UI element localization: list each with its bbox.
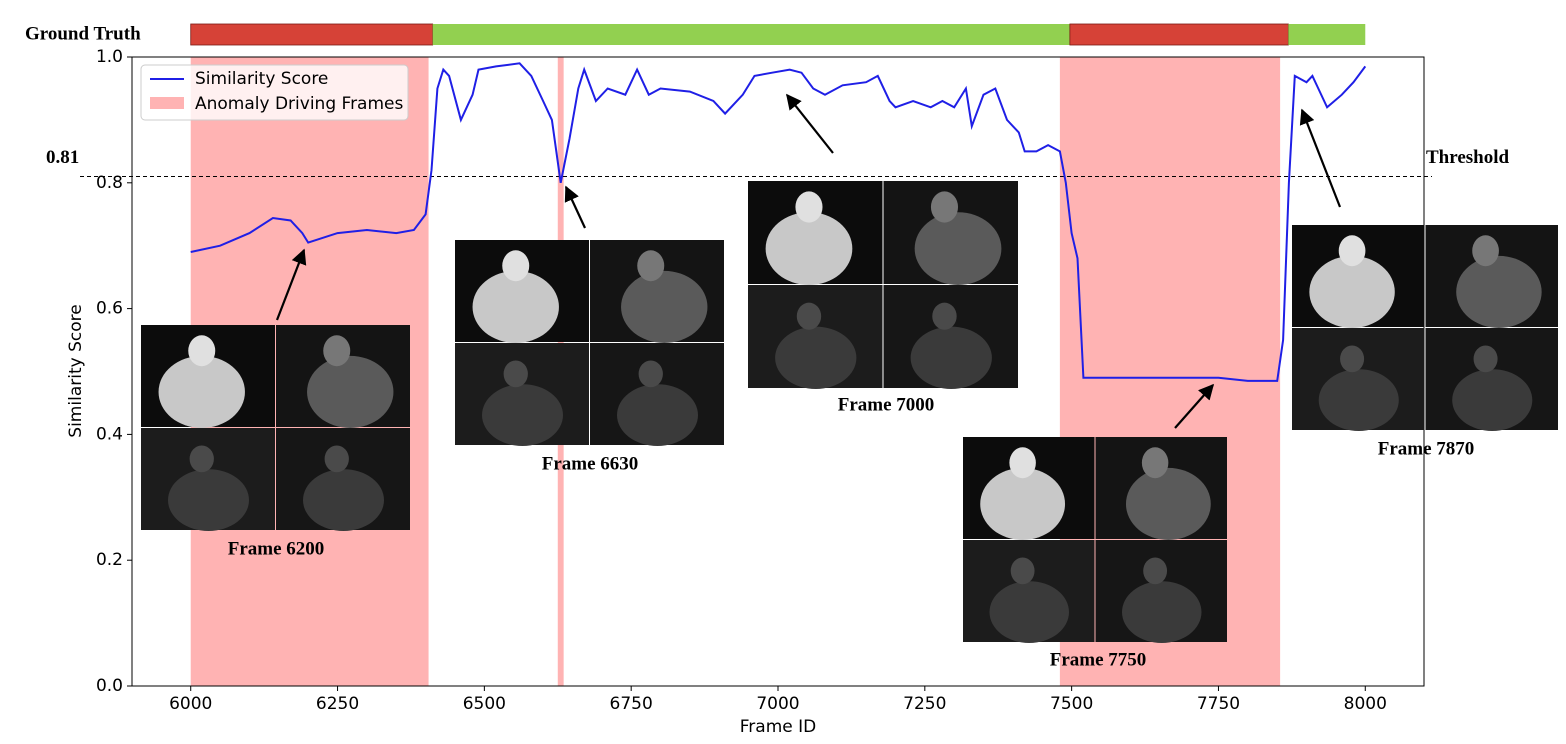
inset-shape	[932, 302, 957, 330]
legend-label: Similarity Score	[195, 69, 328, 89]
y-tick-label: 0.0	[96, 676, 123, 696]
inset-shape	[795, 191, 823, 223]
annotation-arrow	[564, 185, 586, 229]
ground-truth-label: Ground Truth	[25, 23, 141, 44]
frame-inset	[748, 181, 1018, 389]
annotation-arrow	[1174, 383, 1215, 429]
inset-shape	[1318, 369, 1399, 431]
inset-shape	[1472, 235, 1499, 267]
ground-truth-segment	[432, 24, 1070, 45]
inset-shape	[617, 384, 698, 446]
ground-truth-segment	[1288, 24, 1366, 45]
annotation-arrow	[275, 248, 307, 321]
inset-shape	[989, 581, 1069, 643]
similarity-line	[190, 62, 1367, 382]
inset-shape	[307, 355, 394, 429]
inset-shape	[1010, 557, 1035, 585]
frame-inset	[141, 325, 410, 531]
x-tick-label: 7750	[1197, 694, 1240, 714]
inset-shape	[1452, 369, 1533, 431]
threshold-value-label: 0.81	[46, 147, 79, 168]
inset-shape	[980, 467, 1066, 540]
annotation-label: Frame 6630	[542, 453, 639, 474]
x-tick-label: 6750	[610, 694, 653, 714]
x-tick-label: 7500	[1050, 694, 1093, 714]
legend-patch-swatch	[150, 97, 184, 109]
inset-shape	[482, 384, 563, 446]
inset-shape	[1009, 447, 1036, 479]
annotation-label: Frame 7870	[1378, 438, 1475, 459]
inset-shape	[1309, 255, 1395, 328]
inset-shape	[930, 191, 959, 223]
y-tick-label: 0.6	[96, 299, 123, 319]
inset-shape	[1338, 235, 1366, 267]
inset-shape	[323, 335, 351, 367]
annotation-label: Frame 6200	[228, 538, 325, 559]
inset-shape	[1340, 345, 1365, 373]
inset-shape	[158, 355, 245, 429]
inset-shape	[189, 445, 214, 473]
inset-shape	[910, 326, 992, 389]
annotation-arrow	[786, 93, 834, 154]
x-axis-label: Frame ID	[740, 717, 816, 737]
inset-shape	[168, 469, 249, 531]
inset-shape	[324, 445, 349, 473]
inset-shape	[1122, 581, 1202, 643]
x-tick-label: 6250	[316, 694, 359, 714]
inset-shape	[502, 250, 530, 282]
frame-inset	[1292, 225, 1558, 431]
x-tick-label: 6500	[463, 694, 506, 714]
inset-shape	[472, 270, 559, 344]
inset-shape	[303, 469, 384, 531]
inset-shape	[1473, 345, 1498, 373]
y-tick-label: 0.8	[96, 173, 123, 193]
inset-shape	[775, 326, 857, 389]
inset-shape	[621, 270, 708, 344]
inset-shape	[1456, 255, 1542, 328]
x-tick-label: 7250	[903, 694, 946, 714]
legend-box	[140, 64, 409, 121]
inset-shape	[188, 335, 216, 367]
y-axis-label: Similarity Score	[66, 304, 86, 437]
inset-shape	[914, 212, 1002, 285]
x-tick-label: 8000	[1344, 694, 1387, 714]
frame-inset	[963, 437, 1227, 643]
inset-shape	[637, 250, 665, 282]
y-tick-label: 0.4	[96, 424, 123, 444]
inset-shape	[638, 360, 663, 388]
inset-shape	[503, 360, 528, 388]
annotation-label: Frame 7000	[838, 394, 935, 415]
x-tick-label: 7000	[756, 694, 799, 714]
threshold-label: Threshold	[1426, 147, 1510, 168]
inset-shape	[1125, 467, 1211, 540]
y-tick-label: 1.0	[96, 47, 123, 67]
annotation-arrow	[1299, 108, 1342, 208]
y-tick-label: 0.2	[96, 550, 123, 570]
ground-truth-segment	[1069, 23, 1289, 46]
frame-inset	[455, 240, 724, 446]
legend-label: Anomaly Driving Frames	[195, 94, 403, 114]
x-tick-label: 6000	[169, 694, 212, 714]
inset-shape	[1143, 557, 1168, 585]
annotation-label: Frame 7750	[1050, 649, 1147, 670]
ground-truth-segment	[190, 23, 434, 46]
inset-shape	[1141, 447, 1169, 479]
inset-shape	[765, 212, 853, 285]
inset-shape	[796, 302, 822, 330]
